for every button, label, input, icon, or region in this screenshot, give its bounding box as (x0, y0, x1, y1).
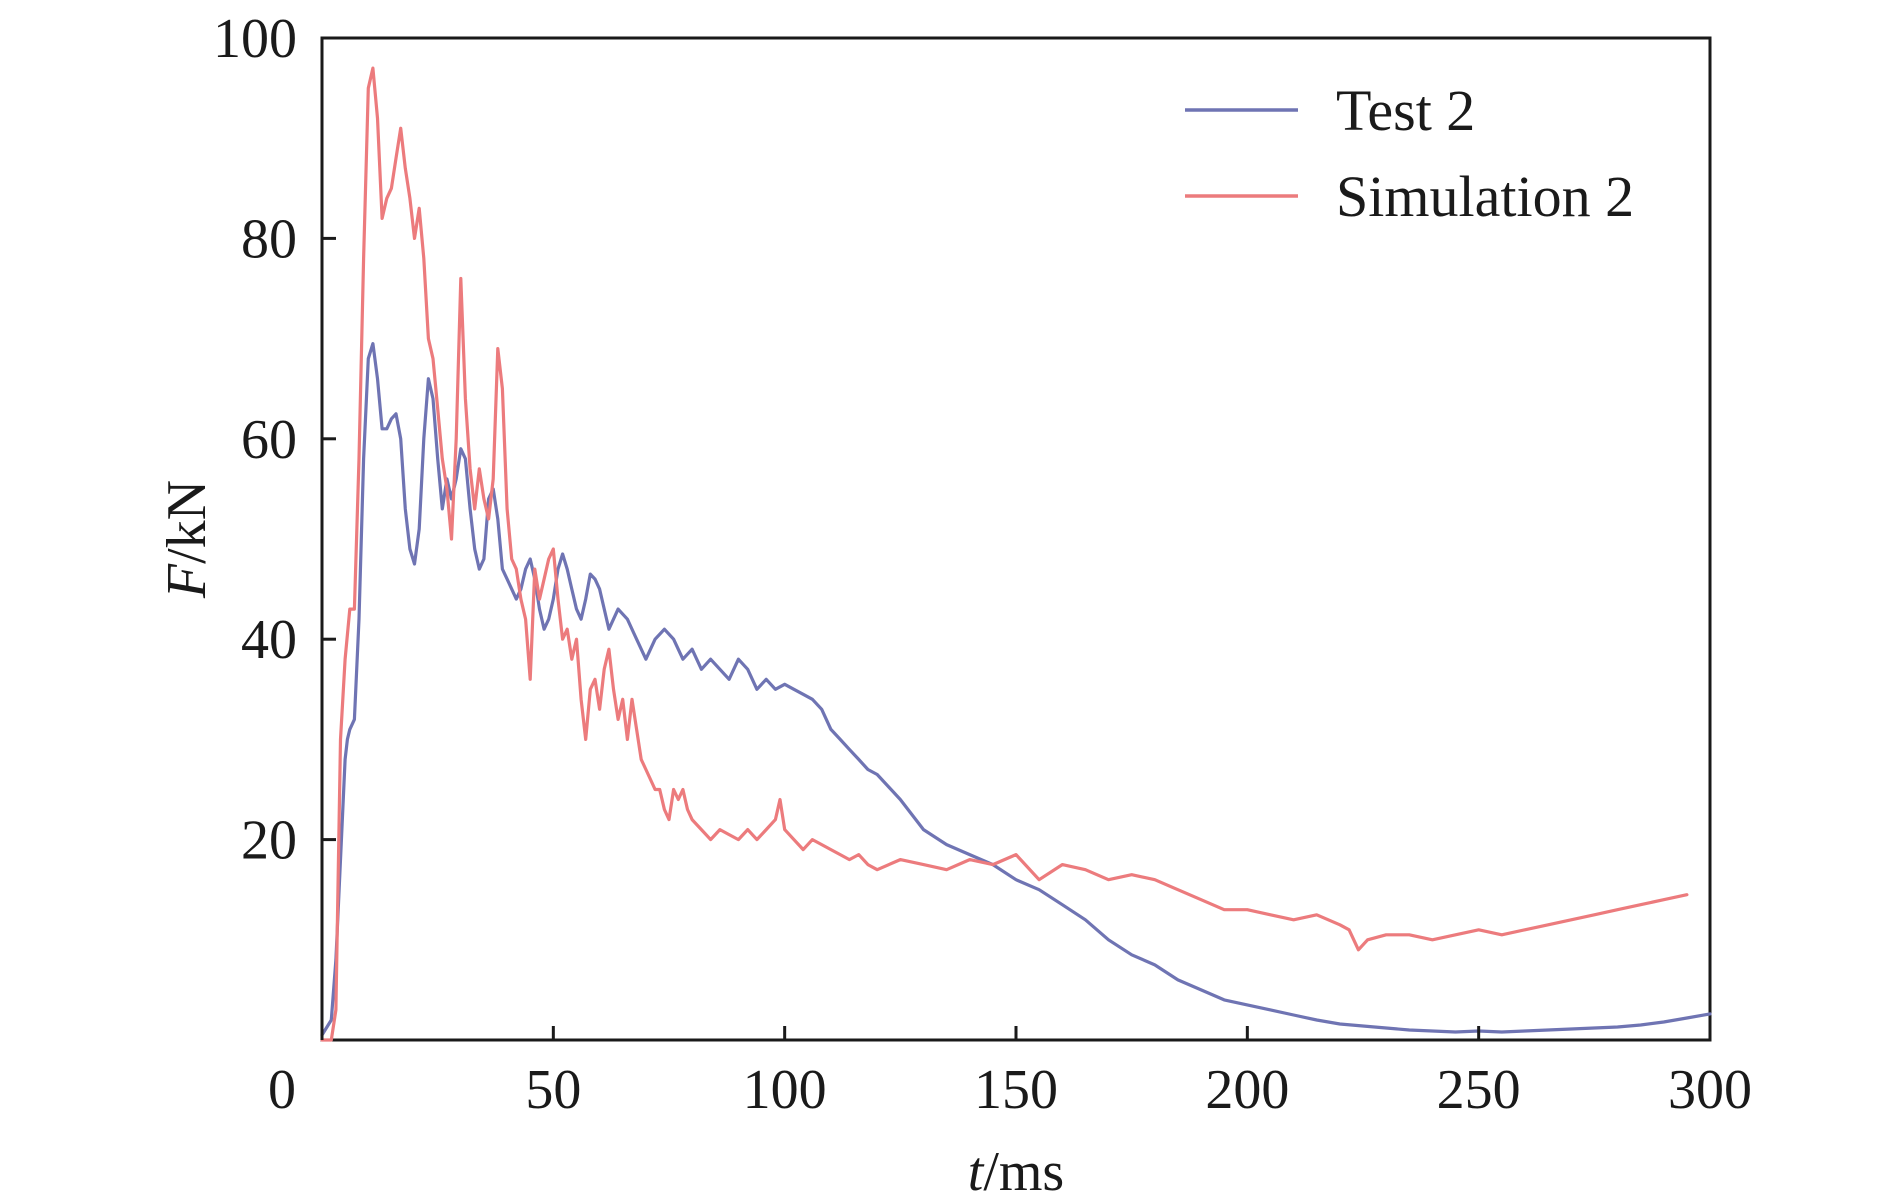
legend-label-test-2: Test 2 (1336, 78, 1475, 143)
x-tick-label-100: 100 (743, 1059, 827, 1121)
y-tick-label-40: 40 (241, 609, 297, 671)
x-tick-label-250: 250 (1437, 1059, 1521, 1121)
x-tick-label-200: 200 (1205, 1059, 1289, 1121)
y-axis-label: F/kN (156, 480, 218, 599)
y-axis-label-italic: F (156, 563, 218, 599)
x-tick-label-300: 300 (1668, 1059, 1752, 1121)
series-layer (320, 66, 1712, 1042)
x-tick-label-50: 50 (525, 1059, 581, 1121)
legend: Test 2 Simulation 2 (1185, 78, 1634, 229)
x-axis-label: t/ms (968, 1141, 1064, 1197)
x-tick-label-150: 150 (974, 1059, 1058, 1121)
y-tick-label-60: 60 (241, 409, 297, 471)
x-tick-label-0: 0 (268, 1059, 296, 1121)
x-axis-label-italic: t (968, 1141, 985, 1197)
y-tick-label-20: 20 (241, 810, 297, 872)
y-tick-label-100: 100 (213, 8, 297, 70)
y-axis-label-unit: /kN (156, 480, 218, 564)
series-line-test-2 (320, 342, 1712, 1037)
legend-label-simulation-2: Simulation 2 (1336, 164, 1634, 229)
x-axis-label-unit: /ms (983, 1141, 1064, 1197)
ticks-layer: 0 50 100 150 200 250 300 20 40 60 80 100 (213, 8, 1752, 1121)
y-tick-label-80: 80 (241, 208, 297, 270)
series-line-simulation-2 (320, 66, 1689, 1042)
